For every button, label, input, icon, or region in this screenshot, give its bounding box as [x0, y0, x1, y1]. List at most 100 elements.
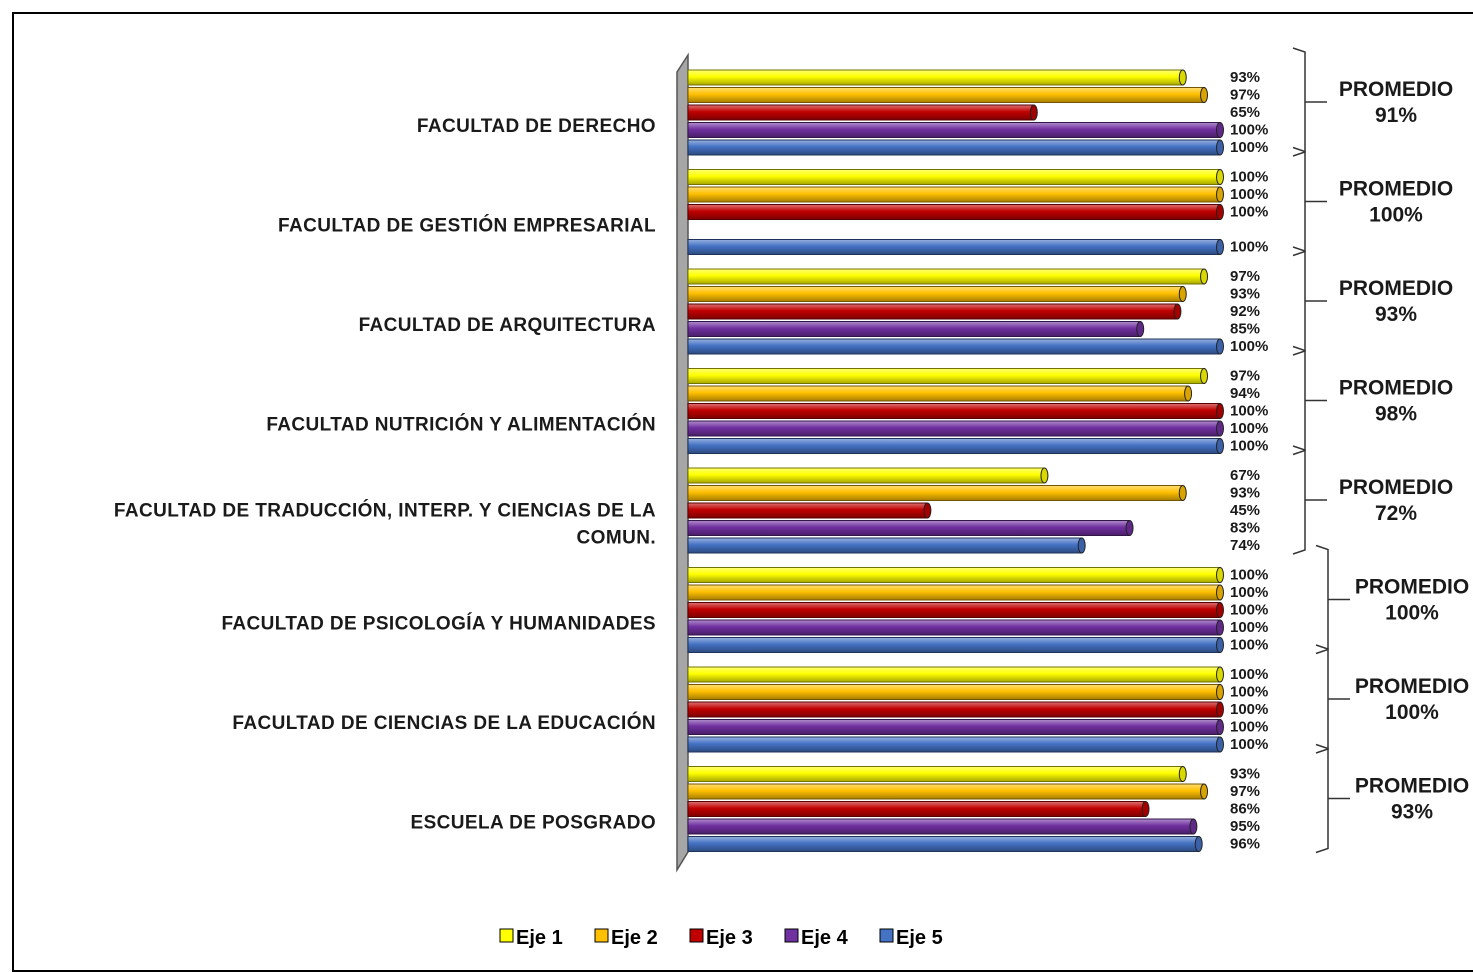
value-label: 100%: [1230, 186, 1268, 203]
bar-end-cap: [1216, 736, 1224, 753]
bar: [687, 801, 1147, 817]
bar-end-cap: [1216, 338, 1224, 355]
average-bracket: [1292, 47, 1327, 157]
bar: [687, 104, 1035, 121]
bar: [687, 385, 1189, 402]
bar: [687, 186, 1221, 203]
bar-end-cap: [1178, 485, 1187, 501]
average-value: 100%: [1385, 602, 1439, 625]
bar: [687, 520, 1131, 536]
legend-swatch: [689, 928, 704, 943]
bar-end-cap: [1189, 818, 1198, 835]
value-labels: 93%97%65%100%100%100%100%100%100%97%93%9…: [1230, 69, 1268, 853]
value-label: 100%: [1230, 684, 1268, 701]
bar: [687, 766, 1184, 782]
legend-swatch: [499, 928, 514, 943]
bar-end-cap: [1216, 204, 1224, 220]
average-bracket: [1315, 544, 1350, 655]
wall-panel: [676, 52, 689, 873]
value-label: 100%: [1230, 403, 1268, 420]
value-label: 86%: [1230, 801, 1260, 818]
average-value: 72%: [1375, 502, 1417, 525]
average-title: PROMEDIO: [1355, 675, 1469, 698]
bar: [687, 204, 1221, 220]
bar: [687, 338, 1221, 355]
average-value: 91%: [1375, 104, 1417, 127]
legend-label: Eje 2: [611, 927, 658, 949]
bar: [687, 736, 1221, 753]
average-value: 93%: [1375, 303, 1417, 326]
value-label: 83%: [1230, 520, 1260, 537]
value-label: 97%: [1230, 783, 1260, 800]
bar-end-cap: [1200, 87, 1209, 103]
category-label: FACULTAD DE TRADUCCIÓN, INTERP. Y CIENCI…: [114, 500, 656, 522]
value-label: 100%: [1230, 701, 1268, 718]
bar-end-cap: [1173, 303, 1182, 320]
value-label: 100%: [1230, 438, 1268, 455]
average-bracket: [1292, 246, 1327, 356]
bar-end-cap: [1029, 104, 1038, 121]
bar-end-cap: [1216, 403, 1224, 419]
bar: [687, 485, 1184, 501]
bar-end-cap: [923, 502, 932, 519]
bar-end-cap: [1216, 701, 1224, 718]
value-label: 74%: [1230, 537, 1260, 554]
value-label: 100%: [1230, 719, 1268, 736]
category-label: FACULTAD DE PSICOLOGÍA Y HUMANIDADES: [221, 613, 656, 635]
bar-end-cap: [1194, 836, 1203, 852]
value-label: 97%: [1230, 268, 1260, 285]
value-label: 100%: [1230, 602, 1268, 619]
value-label: 95%: [1230, 818, 1260, 835]
bar: [687, 818, 1194, 835]
bar: [687, 122, 1221, 138]
average-value: 98%: [1375, 403, 1417, 426]
bar: [687, 502, 928, 519]
bar-end-cap: [1216, 619, 1224, 636]
category-label: FACULTAD DE DERECHO: [417, 116, 656, 137]
bar: [687, 169, 1221, 185]
value-label: 100%: [1230, 139, 1268, 156]
bar: [687, 139, 1221, 156]
bar: [687, 783, 1205, 800]
bar: [687, 719, 1221, 735]
category-label: FACULTAD DE ARQUITECTURA: [359, 315, 656, 336]
bar: [687, 684, 1221, 700]
value-label: 93%: [1230, 69, 1260, 86]
value-label: 67%: [1230, 467, 1260, 484]
legend-swatch: [594, 928, 609, 943]
value-label: 100%: [1230, 204, 1268, 221]
category-label: FACULTAD NUTRICIÓN Y ALIMENTACIÓN: [266, 414, 656, 436]
bar: [687, 619, 1221, 636]
average-title: PROMEDIO: [1339, 476, 1453, 499]
bar-end-cap: [1178, 286, 1187, 302]
bar: [687, 567, 1221, 583]
bar-end-cap: [1200, 268, 1209, 285]
category-label: FACULTAD DE GESTIÓN EMPRESARIAL: [278, 215, 656, 237]
bar-end-cap: [1200, 368, 1209, 384]
bar-end-cap: [1216, 438, 1224, 454]
bar-end-cap: [1178, 69, 1187, 86]
value-label: 100%: [1230, 567, 1268, 584]
bar-end-cap: [1125, 520, 1134, 536]
value-label: 100%: [1230, 584, 1268, 601]
legend-label: Eje 5: [896, 927, 943, 949]
value-label: 96%: [1230, 836, 1260, 853]
bar-end-cap: [1141, 801, 1150, 817]
legend-label: Eje 4: [801, 927, 849, 949]
bar: [687, 268, 1205, 285]
average-bracket: [1292, 146, 1327, 257]
value-label: 85%: [1230, 321, 1260, 338]
bar-end-cap: [1216, 719, 1224, 735]
value-label: 100%: [1230, 637, 1268, 654]
average-title: PROMEDIO: [1339, 78, 1453, 101]
bar-end-cap: [1216, 567, 1224, 583]
legend-label: Eje 1: [516, 927, 563, 949]
bar-end-cap: [1216, 139, 1224, 156]
bar: [687, 438, 1221, 454]
average-title: PROMEDIO: [1339, 178, 1453, 201]
value-label: 93%: [1230, 485, 1260, 502]
bar-end-cap: [1216, 239, 1224, 255]
value-label: 100%: [1230, 420, 1268, 437]
category-label: COMUN.: [577, 528, 656, 549]
